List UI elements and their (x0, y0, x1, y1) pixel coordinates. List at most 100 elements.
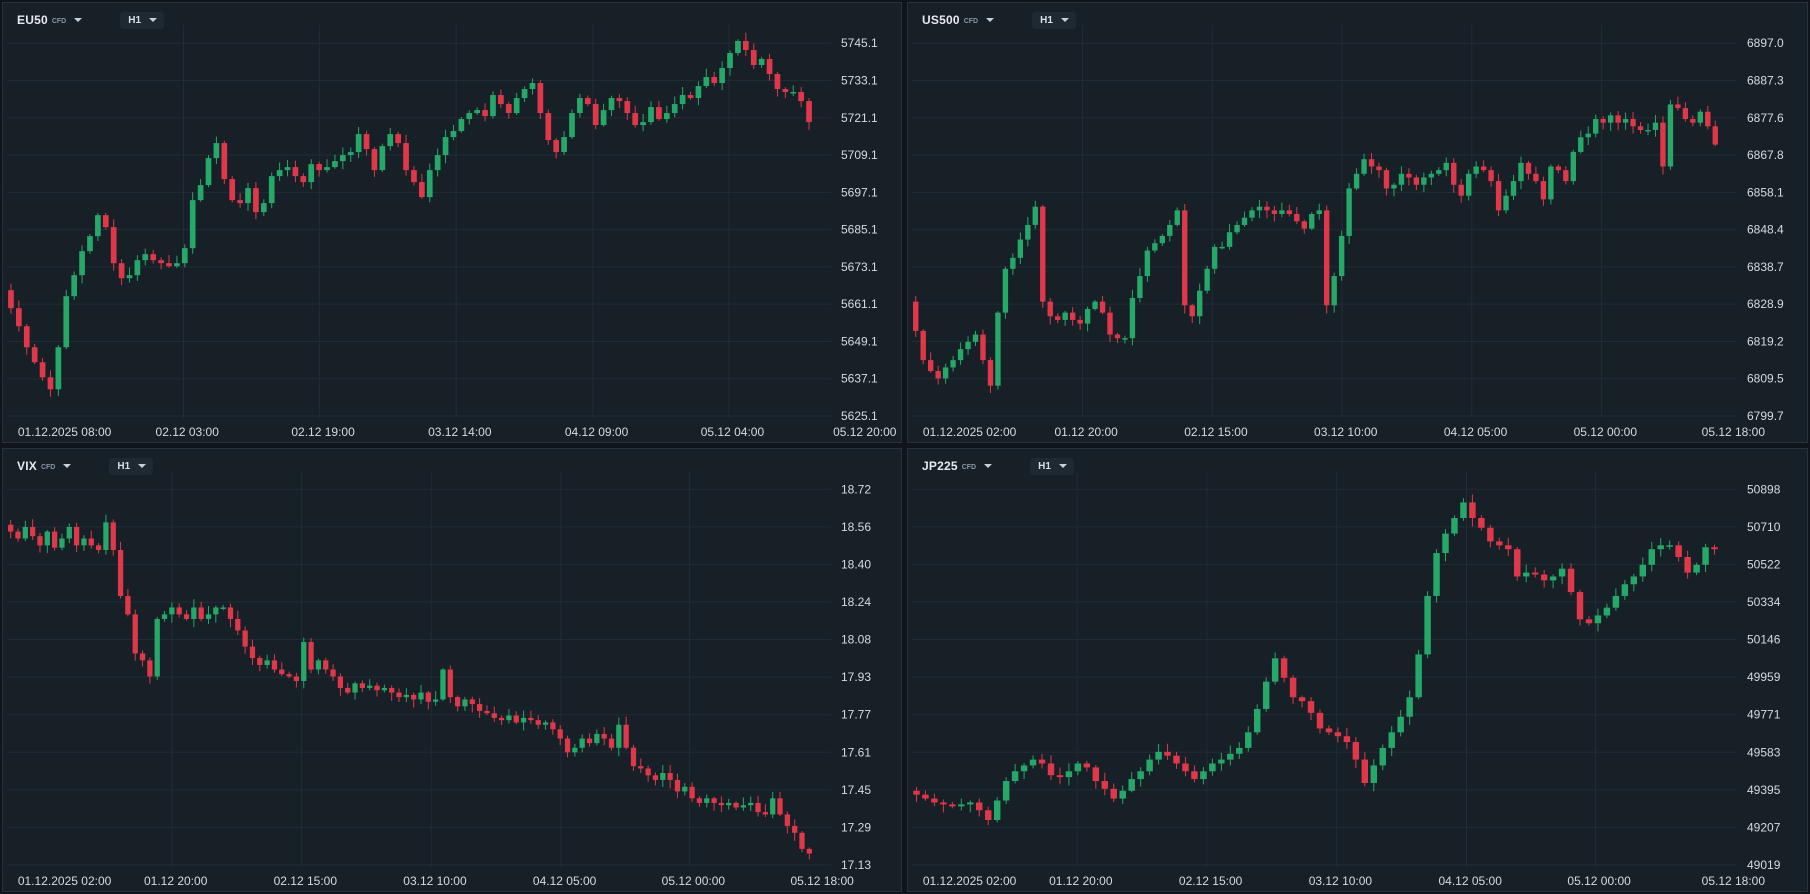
candle-body (257, 658, 263, 665)
candlestick-chart[interactable]: 6799.7 6809.5 6819.2 6828.9 6838.7 6848.4 6858… (908, 3, 1808, 443)
candle-body (8, 290, 14, 309)
candle-body (44, 531, 50, 546)
candle-body (656, 107, 662, 120)
candle-body (30, 526, 36, 537)
candle-body (454, 697, 461, 707)
candle-body (648, 107, 654, 123)
candle-body (782, 89, 789, 93)
candle-body (458, 119, 465, 132)
symbol-selector[interactable]: VIX CFD (13, 457, 75, 475)
candle-body (276, 170, 283, 177)
candle-body (1711, 547, 1718, 550)
candle-body (447, 669, 453, 698)
candle-body (1522, 572, 1530, 577)
y-tick-label: 17.61 (841, 745, 871, 759)
candle-body (601, 733, 607, 739)
candle-body (1092, 301, 1098, 309)
candle-body (1540, 574, 1548, 581)
candle-body (1017, 239, 1024, 258)
candle-body (1047, 763, 1055, 776)
candle-body (1055, 316, 1061, 320)
candle-body (1548, 166, 1554, 200)
candle-body (913, 790, 920, 795)
symbol-type-label: CFD (961, 464, 977, 471)
candlestick-chart[interactable]: 17.13 17.29 17.45 17.61 17.77 17.93 18.08 18.24… (3, 449, 902, 892)
candle-body (1570, 151, 1576, 182)
candle-body (1325, 728, 1333, 733)
candlestick-chart[interactable]: 49019 49207 49395 49583 49771 49959 50146 50334… (908, 449, 1808, 892)
candle-body (213, 607, 219, 615)
candle-body (616, 98, 623, 102)
candle-body (1593, 119, 1599, 134)
candle-body (1705, 111, 1711, 127)
candle-body (134, 260, 141, 276)
chart-panel-us500[interactable]: US500 CFD H1 6799.7 6809.5 6819.2 6828.9 683… (907, 2, 1808, 443)
candle-body (1298, 697, 1306, 702)
candle-body (1294, 213, 1300, 222)
candle-body (1531, 572, 1539, 575)
candle-body (976, 802, 983, 811)
candle-body (687, 95, 694, 99)
candle-body (1271, 658, 1279, 682)
candle-body (1099, 301, 1106, 313)
x-tick-label: 02.12 03:00 (156, 425, 220, 439)
symbol-selector[interactable]: US500 CFD (918, 11, 998, 29)
x-tick-label: 01.12.2025 02:00 (18, 874, 112, 888)
candle-body (1309, 213, 1315, 229)
symbol-selector[interactable]: EU50 CFD (13, 11, 86, 29)
chart-panel-vix[interactable]: VIX CFD H1 17.13 17.29 17.45 17.61 17.77 17.9… (2, 448, 902, 892)
chart-panel-eu50[interactable]: EU50 CFD H1 5625.1 5637.1 5649.1 5661.1 5673… (2, 2, 902, 443)
timeframe-selector[interactable]: H1 (1032, 11, 1076, 29)
candle-body (95, 545, 102, 550)
x-tick-label: 01.12 20:00 (1049, 874, 1113, 888)
candle-body (758, 59, 765, 66)
x-tick-label: 01.12.2025 02:00 (923, 425, 1017, 439)
symbol-type-label: CFD (51, 18, 67, 25)
candle-body (1540, 181, 1547, 200)
candle-body (434, 155, 441, 171)
candle-body (1226, 232, 1233, 247)
candle-body (762, 812, 769, 815)
timeframe-selector[interactable]: H1 (109, 457, 154, 475)
candle-body (330, 669, 336, 677)
candle-body (703, 77, 710, 87)
candle-body (1424, 595, 1431, 655)
candle-body (433, 699, 439, 702)
candle-body (1469, 502, 1476, 519)
x-tick-label: 03.12 10:00 (1309, 874, 1373, 888)
candle-body (158, 260, 164, 264)
candle-body (1693, 564, 1700, 573)
candle-body (1137, 276, 1143, 299)
candle-body (450, 131, 457, 138)
y-tick-label: 6828.9 (1747, 297, 1784, 311)
y-tick-label: 17.93 (841, 670, 871, 684)
candle-body (1256, 206, 1263, 211)
timeframe-selector[interactable]: H1 (120, 11, 165, 29)
candle-body (1495, 181, 1502, 211)
symbol-name: VIX (17, 459, 37, 473)
x-tick-label: 05.12 20:00 (833, 425, 897, 439)
candle-body (735, 41, 741, 54)
candle-body (1406, 173, 1412, 178)
candle-body (1505, 545, 1512, 550)
candle-body (1603, 607, 1611, 616)
candle-body (1612, 595, 1620, 608)
candle-body (1241, 217, 1248, 225)
chevron-down-icon (1060, 18, 1069, 22)
candle-body (268, 176, 275, 204)
candle-body (1576, 592, 1584, 620)
candle-body (727, 53, 733, 69)
candle-body (191, 607, 197, 619)
y-tick-label: 49583 (1747, 745, 1781, 759)
candlestick-chart[interactable]: 5625.1 5637.1 5649.1 5661.1 5673.1 5685.1 5697… (3, 3, 902, 443)
candle-body (958, 804, 965, 807)
y-tick-label: 6867.8 (1747, 148, 1784, 162)
candle-body (1077, 319, 1083, 324)
candle-body (419, 182, 425, 198)
candle-body (1353, 173, 1360, 189)
timeframe-selector[interactable]: H1 (1030, 457, 1074, 475)
candle-body (1159, 235, 1166, 244)
candle-body (984, 810, 992, 820)
chart-panel-jp225[interactable]: JP225 CFD H1 49019 49207 49395 49583 49771 49… (907, 448, 1808, 892)
symbol-selector[interactable]: JP225 CFD (918, 457, 996, 475)
